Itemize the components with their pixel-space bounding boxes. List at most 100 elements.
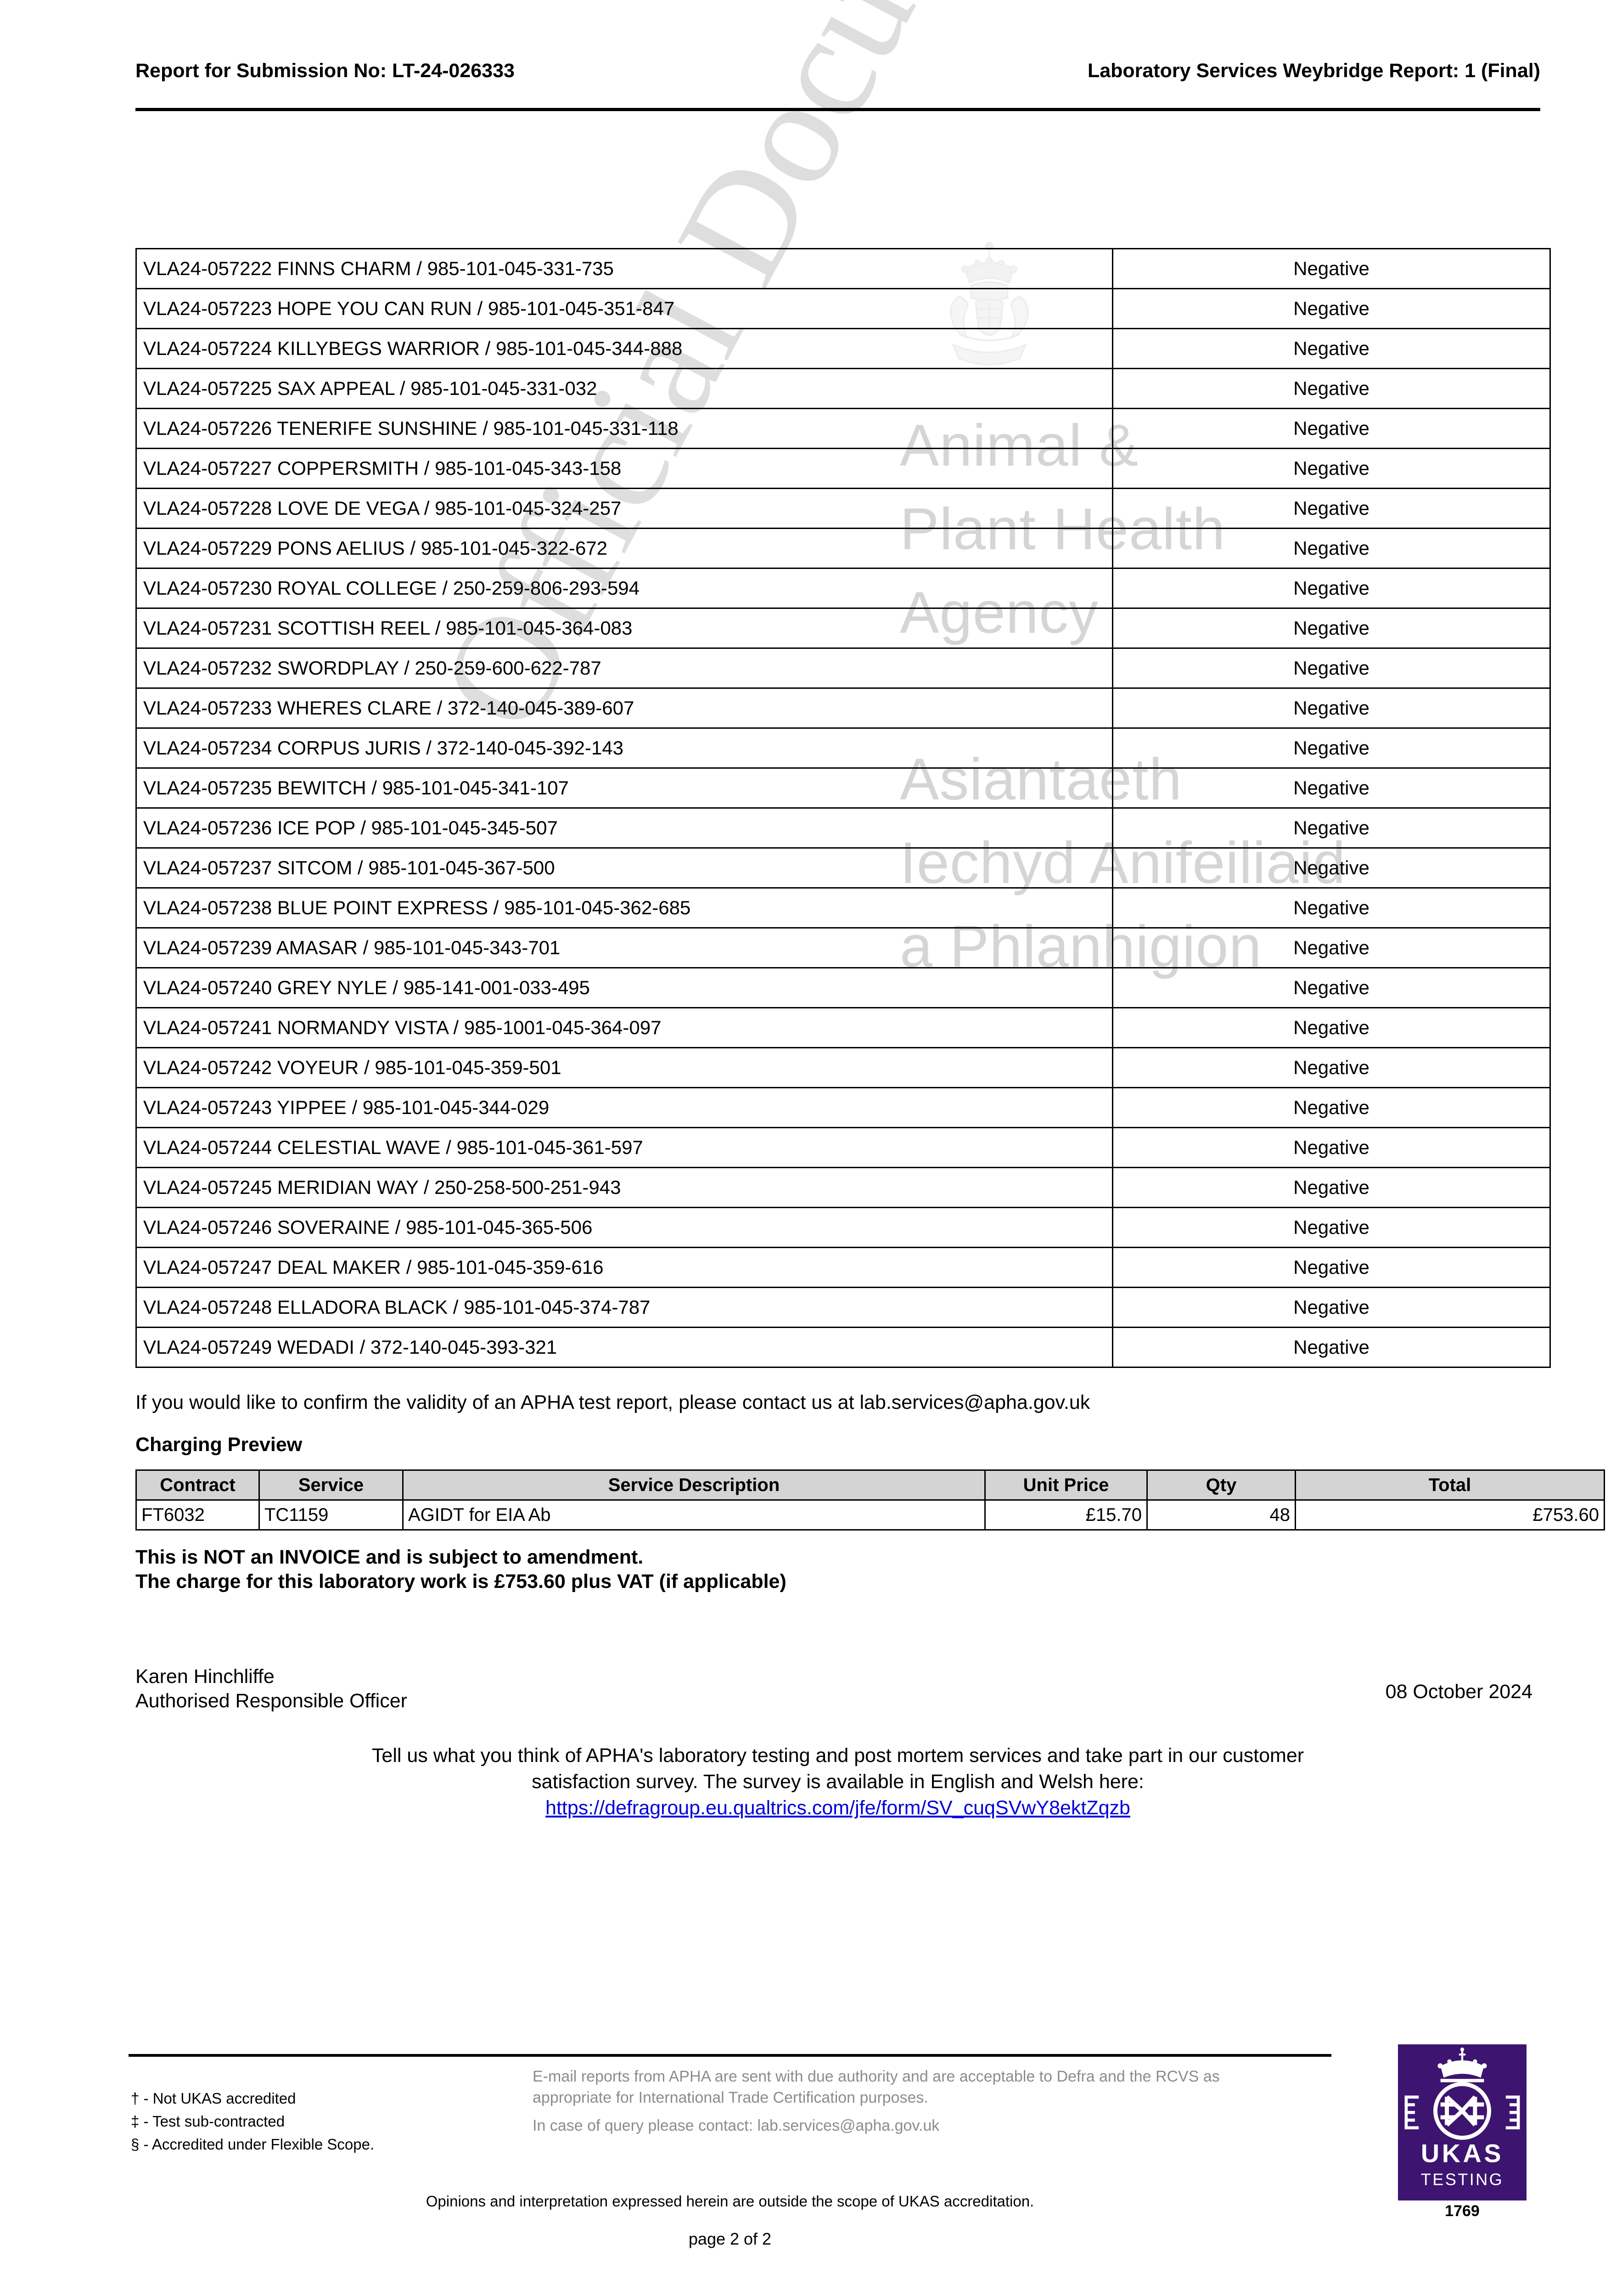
validity-note: If you would like to confirm the validit… [135, 1391, 1090, 1413]
sample-cell: VLA24-057243 YIPPEE / 985-101-045-344-02… [135, 1087, 1113, 1128]
table-row: VLA24-057244 CELESTIAL WAVE / 985-101-04… [135, 1127, 1551, 1168]
column-header-service-description: Service Description [402, 1469, 986, 1501]
charging-table-body: FT6032 TC1159 AGIDT for EIA Ab £15.70 48 £753… [135, 1499, 1605, 1531]
table-row: VLA24-057232 SWORDPLAY / 250-259-600-622… [135, 647, 1551, 689]
column-header-service: Service [258, 1469, 404, 1501]
sample-cell: VLA24-057242 VOYEUR / 985-101-045-359-50… [135, 1047, 1113, 1088]
sample-cell: VLA24-057241 NORMANDY VISTA / 985-1001-0… [135, 1007, 1113, 1048]
table-row: VLA24-057239 AMASAR / 985-101-045-343-70… [135, 927, 1551, 968]
table-row: VLA24-057238 BLUE POINT EXPRESS / 985-10… [135, 887, 1551, 929]
charging-preview-title: Charging Preview [135, 1434, 303, 1456]
table-row: VLA24-057247 DEAL MAKER / 985-101-045-35… [135, 1247, 1551, 1288]
service-description-cell: AGIDT for EIA Ab [402, 1499, 986, 1531]
column-header-qty: Qty [1146, 1469, 1296, 1501]
sample-cell: VLA24-057233 WHERES CLARE / 372-140-045-… [135, 687, 1113, 729]
table-row: VLA24-057228 LOVE DE VEGA / 985-101-045-… [135, 488, 1551, 529]
table-row: VLA24-057236 ICE POP / 985-101-045-345-5… [135, 807, 1551, 849]
ukas-logo-box: UKAS TESTING [1398, 2044, 1527, 2200]
signatory-name: Karen Hinchliffe [135, 1666, 275, 1688]
result-cell: Negative [1112, 568, 1551, 609]
sample-cell: VLA24-057235 BEWITCH / 985-101-045-341-1… [135, 767, 1113, 809]
table-row: VLA24-057241 NORMANDY VISTA / 985-1001-0… [135, 1007, 1551, 1048]
table-row: VLA24-057243 YIPPEE / 985-101-045-344-02… [135, 1087, 1551, 1128]
results-table: VLA24-057222 FINNS CHARM / 985-101-045-3… [135, 248, 1551, 1368]
charging-table-row: FT6032 TC1159 AGIDT for EIA Ab £15.70 48 £753… [135, 1499, 1605, 1531]
sample-cell: VLA24-057245 MERIDIAN WAY / 250-258-500-… [135, 1167, 1113, 1208]
footer-accreditation-notes: † - Not UKAS accredited ‡ - Test sub-con… [131, 2087, 374, 2156]
result-cell: Negative [1112, 727, 1551, 769]
table-row: VLA24-057235 BEWITCH / 985-101-045-341-1… [135, 767, 1551, 809]
sample-cell: VLA24-057227 COPPERSMITH / 985-101-045-3… [135, 448, 1113, 489]
result-cell: Negative [1112, 368, 1551, 409]
footer-email-para-1: E-mail reports from APHA are sent with d… [533, 2068, 1220, 2106]
sample-cell: VLA24-057223 HOPE YOU CAN RUN / 985-101-… [135, 288, 1113, 329]
footnote-not-ukas: † - Not UKAS accredited [131, 2090, 296, 2107]
table-row: VLA24-057248 ELLADORA BLACK / 985-101-04… [135, 1287, 1551, 1328]
lab-report-label: Laboratory Services Weybridge Report: 1 … [1087, 60, 1540, 82]
survey-link[interactable]: https://defragroup.eu.qualtrics.com/jfe/… [545, 1797, 1130, 1819]
total-cell: £753.60 [1295, 1499, 1605, 1531]
sample-cell: VLA24-057239 AMASAR / 985-101-045-343-70… [135, 927, 1113, 968]
table-row: VLA24-057249 WEDADI / 372-140-045-393-32… [135, 1327, 1551, 1368]
not-invoice-line-2: The charge for this laboratory work is £… [135, 1570, 786, 1593]
sample-cell: VLA24-057240 GREY NYLE / 985-141-001-033… [135, 967, 1113, 1008]
survey-line-1: Tell us what you think of APHA's laborat… [371, 1745, 1304, 1767]
header-divider [135, 108, 1540, 111]
table-row: VLA24-057225 SAX APPEAL / 985-101-045-33… [135, 368, 1551, 409]
footer-email-notice: E-mail reports from APHA are sent with d… [533, 2066, 1249, 2137]
table-row: VLA24-057240 GREY NYLE / 985-141-001-033… [135, 967, 1551, 1008]
result-cell: Negative [1112, 1007, 1551, 1048]
footer-email-spacer [533, 2108, 1249, 2116]
result-cell: Negative [1112, 767, 1551, 809]
result-cell: Negative [1112, 528, 1551, 569]
result-cell: Negative [1112, 248, 1551, 289]
svg-text:UKAS: UKAS [1421, 2139, 1504, 2167]
charging-preview-table: Contract Service Service Description Uni… [135, 1469, 1605, 1531]
results-table-body: VLA24-057222 FINNS CHARM / 985-101-045-3… [135, 248, 1551, 1368]
sample-cell: VLA24-057234 CORPUS JURIS / 372-140-045-… [135, 727, 1113, 769]
result-cell: Negative [1112, 448, 1551, 489]
sample-cell: VLA24-057244 CELESTIAL WAVE / 985-101-04… [135, 1127, 1113, 1168]
footnote-sub-contracted: ‡ - Test sub-contracted [131, 2113, 285, 2130]
sample-cell: VLA24-057237 SITCOM / 985-101-045-367-50… [135, 847, 1113, 889]
ukas-mark-icon: UKAS TESTING [1398, 2044, 1527, 2200]
result-cell: Negative [1112, 1247, 1551, 1288]
table-row: VLA24-057242 VOYEUR / 985-101-045-359-50… [135, 1047, 1551, 1088]
sample-cell: VLA24-057247 DEAL MAKER / 985-101-045-35… [135, 1247, 1113, 1288]
svg-text:TESTING: TESTING [1421, 2170, 1504, 2189]
sample-cell: VLA24-057229 PONS AELIUS / 985-101-045-3… [135, 528, 1113, 569]
sample-cell: VLA24-057246 SOVERAINE / 985-101-045-365… [135, 1207, 1113, 1248]
result-cell: Negative [1112, 1047, 1551, 1088]
footnote-flexible-scope: § - Accredited under Flexible Scope. [131, 2136, 375, 2153]
table-row: VLA24-057224 KILLYBEGS WARRIOR / 985-101… [135, 328, 1551, 369]
result-cell: Negative [1112, 288, 1551, 329]
sample-cell: VLA24-057248 ELLADORA BLACK / 985-101-04… [135, 1287, 1113, 1328]
charging-header-row: Contract Service Service Description Uni… [135, 1469, 1605, 1501]
table-row: VLA24-057223 HOPE YOU CAN RUN / 985-101-… [135, 288, 1551, 329]
submission-number-label: Report for Submission No: LT-24-026333 [135, 60, 515, 82]
result-cell: Negative [1112, 408, 1551, 449]
result-cell: Negative [1112, 1287, 1551, 1328]
table-row: VLA24-057233 WHERES CLARE / 372-140-045-… [135, 687, 1551, 729]
table-row: VLA24-057231 SCOTTISH REEL / 985-101-045… [135, 608, 1551, 649]
sample-cell: VLA24-057236 ICE POP / 985-101-045-345-5… [135, 807, 1113, 849]
table-row: VLA24-057237 SITCOM / 985-101-045-367-50… [135, 847, 1551, 889]
unit-price-cell: £15.70 [984, 1499, 1148, 1531]
footer-email-para-2: In case of query please contact: lab.ser… [533, 2117, 940, 2135]
column-header-total: Total [1295, 1469, 1605, 1501]
not-invoice-notice: This is NOT an INVOICE and is subject to… [135, 1545, 786, 1594]
ukas-logo: UKAS TESTING 1769 [1398, 2044, 1527, 2220]
sample-cell: VLA24-057222 FINNS CHARM / 985-101-045-3… [135, 248, 1113, 289]
qty-cell: 48 [1146, 1499, 1296, 1531]
sample-cell: VLA24-057249 WEDADI / 372-140-045-393-32… [135, 1327, 1113, 1368]
survey-invitation: Tell us what you think of APHA's laborat… [135, 1743, 1540, 1822]
survey-line-2: satisfaction survey. The survey is avail… [532, 1771, 1144, 1793]
sample-cell: VLA24-057225 SAX APPEAL / 985-101-045-33… [135, 368, 1113, 409]
result-cell: Negative [1112, 847, 1551, 889]
signature-block: Karen Hinchliffe Authorised Responsible … [135, 1665, 407, 1714]
result-cell: Negative [1112, 1127, 1551, 1168]
sample-cell: VLA24-057230 ROYAL COLLEGE / 250-259-806… [135, 568, 1113, 609]
result-cell: Negative [1112, 647, 1551, 689]
table-row: VLA24-057230 ROYAL COLLEGE / 250-259-806… [135, 568, 1551, 609]
